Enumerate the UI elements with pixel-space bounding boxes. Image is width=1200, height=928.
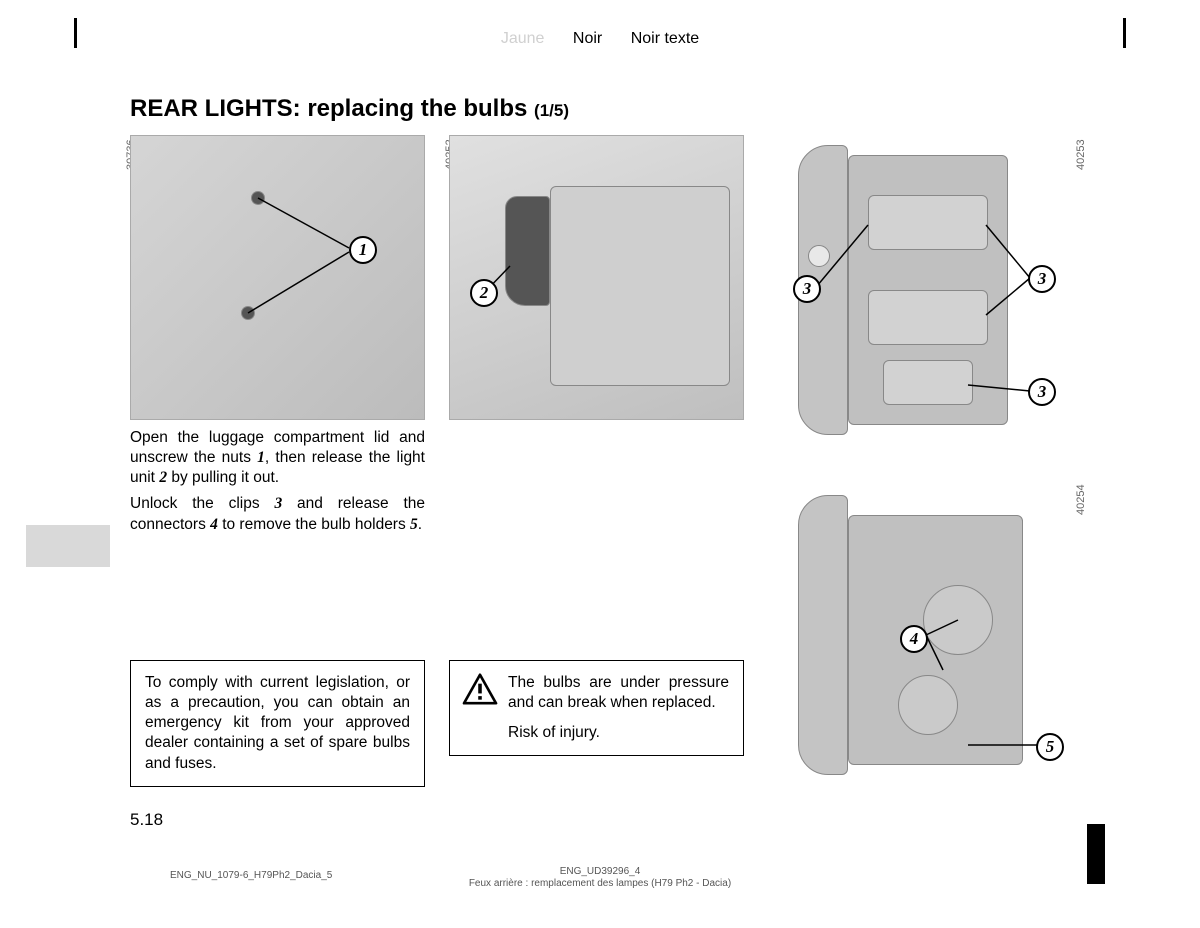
callout-3: 3 [1028,378,1056,406]
callout-label: 2 [480,283,489,303]
footer-doc-id: ENG_UD39296_4 [560,866,641,877]
ref-number: 1 [257,449,265,466]
figure-id-4: 40254 [1075,484,1087,515]
info-box-legislation: To comply with current legislation, or a… [130,660,425,787]
title-main: REAR LIGHTS: replacing the bulbs [130,95,527,122]
callout-label: 5 [1046,737,1055,757]
nut-illustration [251,191,265,205]
callout-3: 3 [1028,265,1056,293]
title-part: (1/5) [534,101,569,120]
page-number: 5.18 [130,810,163,830]
text-run: Unlock the clips [130,495,274,512]
clip-area [868,290,988,345]
light-housing [798,495,848,775]
callout-4: 4 [900,625,928,653]
page-content: REAR LIGHTS: replacing the bulbs (1/5) 3… [130,0,1070,800]
figure-1: 1 [130,135,425,420]
info-text: To comply with current legislation, or a… [145,674,410,772]
callout-label: 3 [803,279,812,299]
nut-illustration [241,306,255,320]
callout-lines [131,136,424,419]
warning-icon [462,673,498,705]
column-3: 40253 3 3 3 40254 [768,135,1063,795]
clip-area [883,360,973,405]
text-run: by pulling it out. [167,469,279,486]
paragraph-2: Unlock the clips 3 and release the conne… [130,494,425,534]
ref-number: 2 [159,469,167,486]
figure-3: 3 3 3 [768,135,1063,445]
footer-center: ENG_UD39296_4 Feux arrière : remplacemen… [0,866,1200,890]
trunk-illustration [550,186,730,386]
warning-text: The bulbs are under pressure and can bre… [508,674,729,711]
bulb-holder [898,675,958,735]
text-run: to remove the bulb holders [218,516,410,533]
figure-id-3: 40253 [1075,139,1087,170]
warning-text: Risk of injury. [508,724,600,741]
callout-label: 3 [1038,269,1047,289]
text-run: . [418,516,422,533]
page-title: REAR LIGHTS: replacing the bulbs (1/5) [130,95,569,123]
warning-box: The bulbs are under pressure and can bre… [449,660,744,756]
taillight-illustration [505,196,550,306]
figure-4: 4 5 [768,475,1063,790]
callout-label: 3 [1038,382,1047,402]
connector [923,585,993,655]
figure-2: 2 [449,135,744,420]
footer-doc-title: Feux arrière : remplacement des lampes (… [469,878,731,889]
callout-2: 2 [470,279,498,307]
callout-label: 1 [359,240,368,260]
callout-5: 5 [1036,733,1064,761]
paragraph-1: Open the luggage compartment lid and uns… [130,428,425,488]
hole [808,245,830,267]
callout-3: 3 [793,275,821,303]
ref-number: 5 [410,516,418,533]
ref-number: 4 [210,516,218,533]
margin-gray-tab [26,525,110,567]
clip-area [868,195,988,250]
callout-label: 4 [910,629,919,649]
callout-1: 1 [349,236,377,264]
